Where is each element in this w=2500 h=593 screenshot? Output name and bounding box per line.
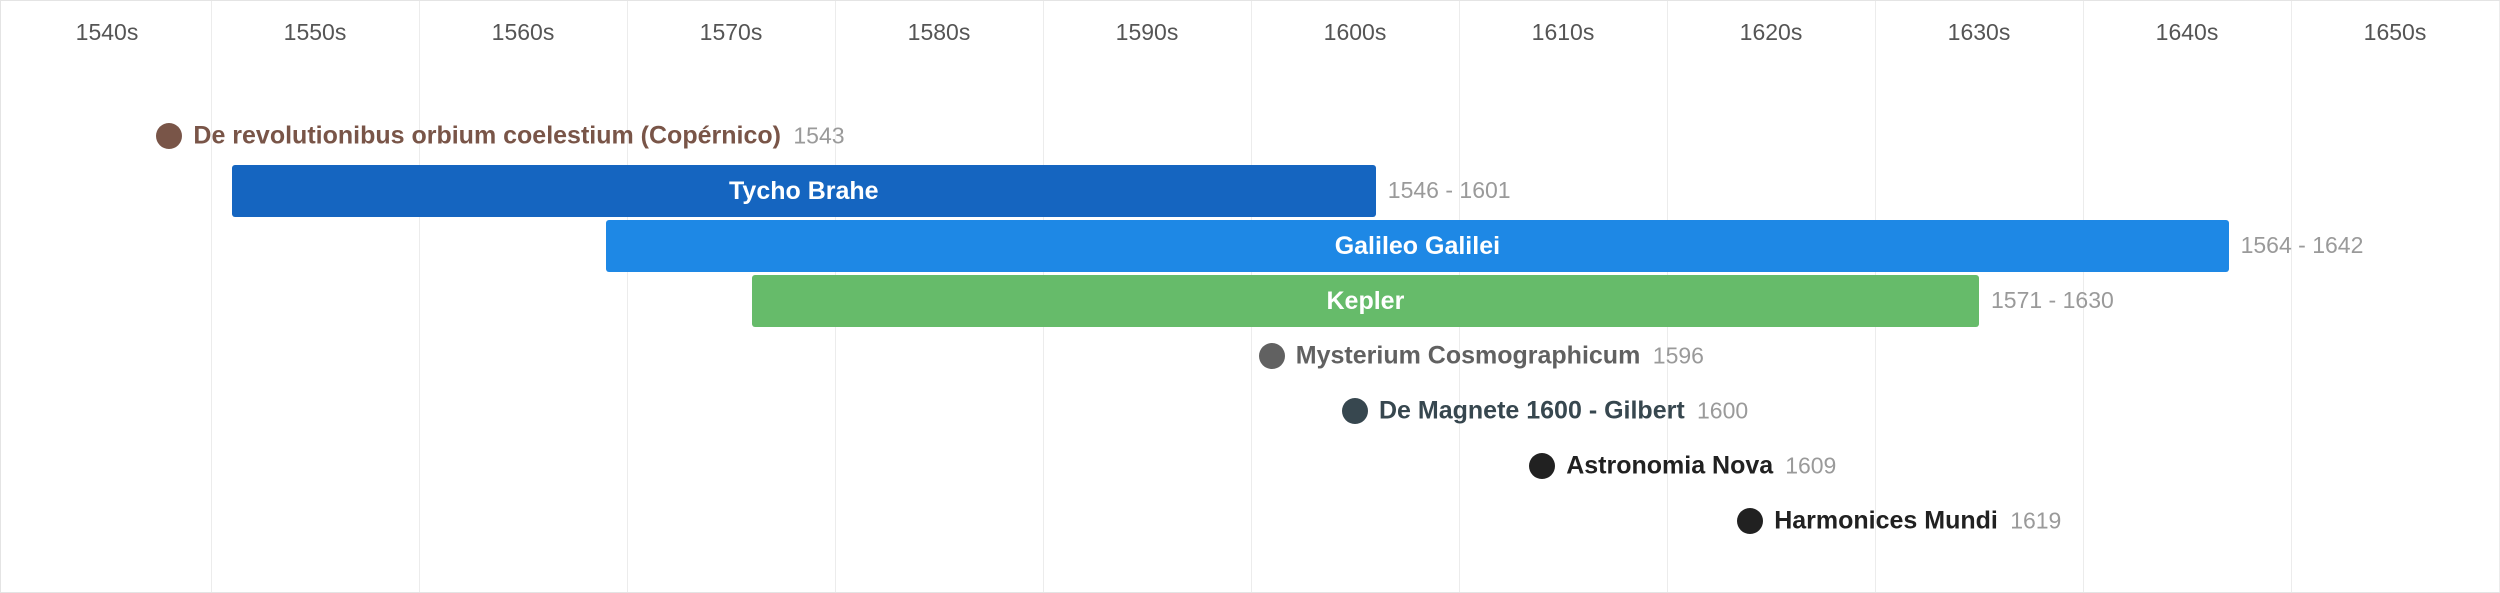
gridline [627, 1, 628, 592]
gridline [2291, 1, 2292, 592]
span-bar-label: Galileo Galilei [1334, 231, 1501, 260]
event-year-label: 1609 [1785, 452, 1837, 479]
span-bar[interactable]: Kepler [751, 275, 1979, 327]
axis-tick-label: 1650s [2363, 19, 2427, 45]
event-marker[interactable] [1258, 343, 1285, 369]
gridline [419, 1, 420, 592]
axis-tick-label: 1640s [2155, 19, 2219, 45]
span-bar[interactable]: Tycho Brahe [231, 165, 1376, 217]
axis-tick-label: 1620s [1739, 19, 1803, 45]
span-bar[interactable]: Galileo Galilei [606, 220, 2229, 272]
event-marker[interactable] [156, 123, 183, 149]
axis-tick-label: 1580s [907, 19, 971, 45]
axis-tick-label: 1630s [1947, 19, 2011, 45]
axis-tick-label: 1540s [75, 19, 139, 45]
axis-tick-label: 1570s [699, 19, 763, 45]
event-marker[interactable] [1342, 398, 1368, 424]
axis-tick-label: 1550s [283, 19, 347, 45]
gridline [211, 1, 212, 592]
event-label: De Magnete 1600 - Gilbert [1379, 396, 1685, 425]
span-bar-label: Kepler [1326, 286, 1405, 315]
event-year-label: 1600 [1697, 397, 1749, 424]
event-year-label: 1596 [1652, 342, 1704, 369]
span-range-label: 1571 - 1630 [1991, 287, 2114, 313]
axis-tick-label: 1590s [1115, 19, 1179, 45]
event-label: Harmonices Mundi [1774, 506, 1998, 535]
span-range-label: 1564 - 1642 [2240, 232, 2364, 258]
event-label: De revolutionibus orbium coelestium (Cop… [193, 121, 781, 150]
event-marker[interactable] [1737, 508, 1764, 534]
event-year-label: 1619 [2010, 507, 2062, 534]
axis-tick-label: 1560s [491, 19, 555, 45]
axis-tick-label: 1610s [1531, 19, 1595, 45]
event-label: Mysterium Cosmographicum [1295, 341, 1641, 370]
event-marker[interactable] [1529, 453, 1556, 479]
event-label: Astronomia Nova [1566, 451, 1774, 480]
event-year-label: 1543 [793, 122, 845, 149]
axis-tick-label: 1600s [1323, 19, 1387, 45]
span-range-label: 1546 - 1601 [1387, 177, 1511, 203]
span-bar-label: Tycho Brahe [729, 176, 879, 205]
gridline [2083, 1, 2084, 592]
